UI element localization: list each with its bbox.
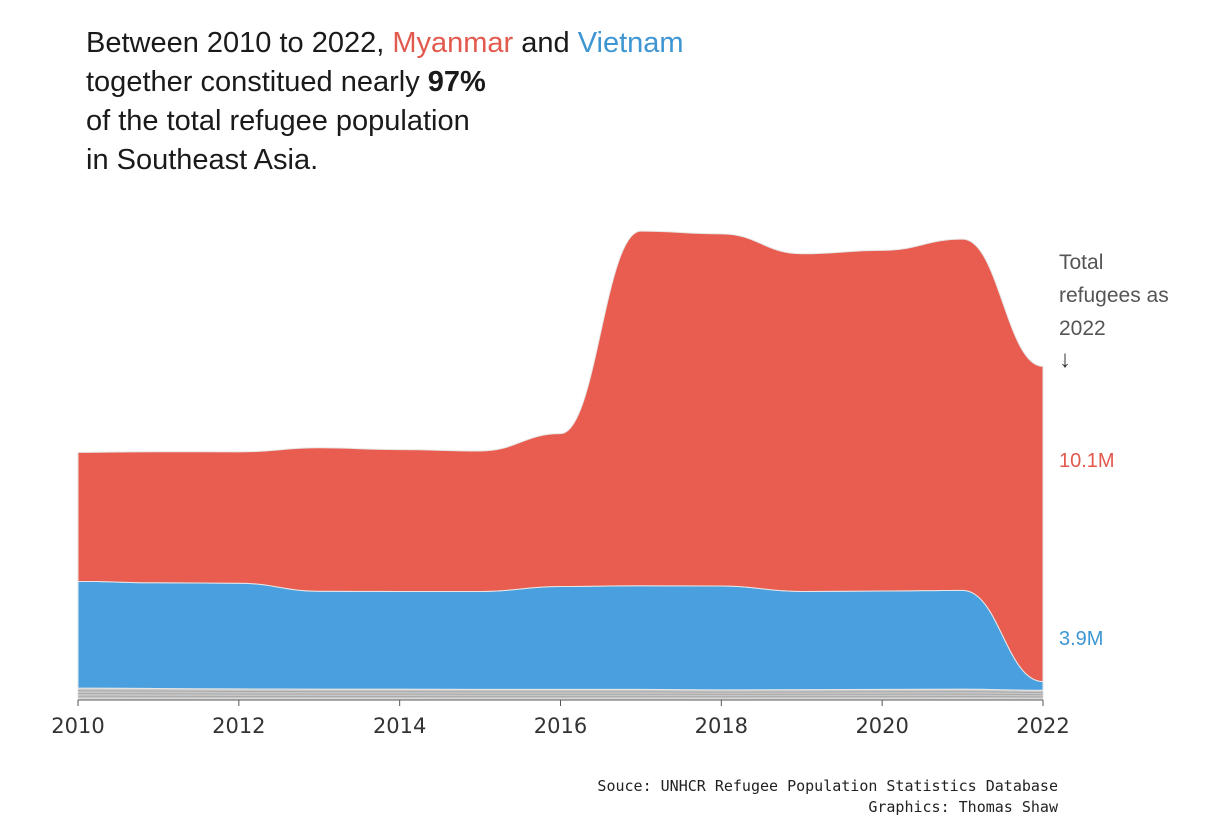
x-tick-label: 2014 — [373, 714, 426, 738]
x-tick-label: 2018 — [695, 714, 748, 738]
source-line: Souce: UNHCR Refugee Population Statisti… — [597, 777, 1058, 795]
other-substrata-line — [77, 690, 1044, 693]
headline-myanmar: Myanmar — [392, 27, 514, 59]
headline-line-1: Between 2010 to 2022, Myanmar and Vietna… — [86, 24, 806, 63]
headline-text: Between 2010 to 2022, — [86, 27, 393, 59]
myanmar-end-label: 10.1M — [1059, 450, 1115, 472]
source-credit: Souce: UNHCR Refugee Population Statisti… — [597, 776, 1058, 818]
x-tick-label: 2022 — [1016, 714, 1069, 738]
headline-text: and — [513, 27, 578, 59]
headline-line-4: in Southeast Asia. — [86, 144, 319, 176]
note-line-3: 2022 — [1059, 317, 1106, 340]
down-arrow-icon: ↓ — [1059, 346, 1071, 373]
x-tick-label: 2020 — [855, 714, 908, 738]
myanmar-area — [77, 230, 1044, 683]
headline-line-3: of the total refugee population — [86, 105, 470, 137]
total-refugees-note: Total refugees as 2022 ↓ — [1059, 246, 1199, 375]
headline-text: together constitued nearly — [86, 66, 428, 98]
x-tick-label: 2012 — [212, 714, 265, 738]
headline-percent: 97% — [427, 66, 486, 98]
credit-line: Graphics: Thomas Shaw — [868, 798, 1058, 816]
vietnam-end-label: 3.9M — [1059, 628, 1104, 650]
x-tick-label: 2010 — [51, 714, 104, 738]
headline-line-2: together constitued nearly 97% — [86, 63, 806, 102]
headline-vietnam: Vietnam — [577, 27, 684, 59]
note-line-2: refugees as — [1059, 284, 1169, 307]
other-substrata-line — [77, 693, 1044, 696]
note-line-1: Total — [1059, 251, 1104, 274]
other-substrata-line — [77, 695, 1044, 698]
vietnam-area — [77, 580, 1044, 691]
headline: Between 2010 to 2022, Myanmar and Vietna… — [86, 24, 806, 180]
x-tick-label: 2016 — [534, 714, 587, 738]
